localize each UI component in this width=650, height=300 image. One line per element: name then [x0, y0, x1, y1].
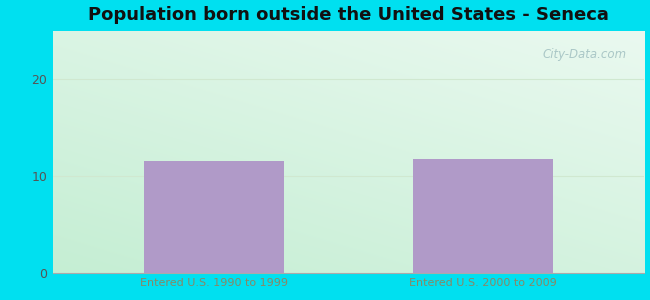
Text: City-Data.com: City-Data.com — [543, 48, 627, 61]
Title: Population born outside the United States - Seneca: Population born outside the United State… — [88, 6, 609, 24]
Bar — [144, 161, 284, 273]
Bar — [413, 159, 553, 273]
